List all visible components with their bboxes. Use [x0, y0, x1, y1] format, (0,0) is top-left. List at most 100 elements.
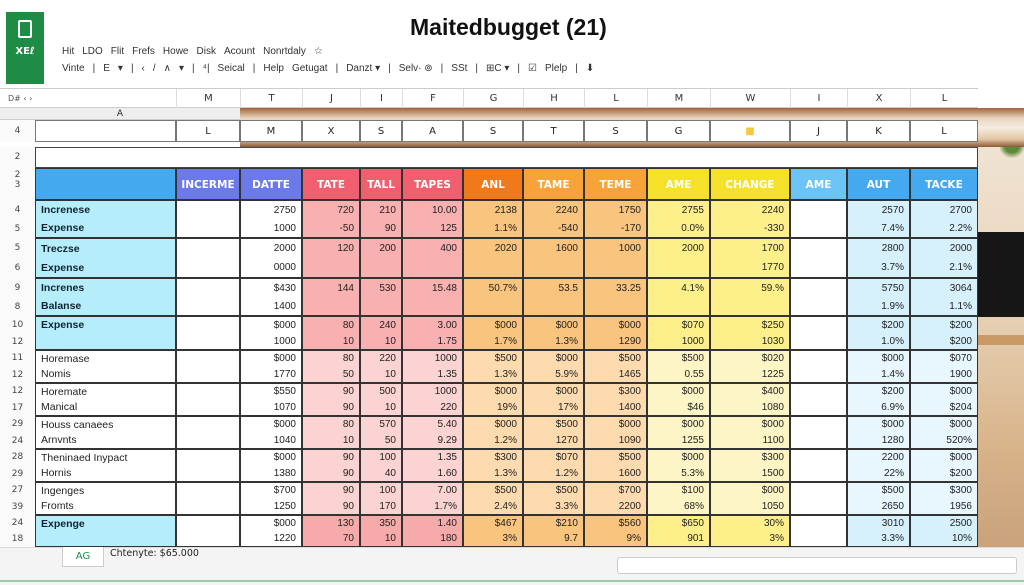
data-cell[interactable]: 1000 1.35: [402, 350, 463, 383]
row-number-pair[interactable]: 12 17: [0, 383, 35, 416]
data-cell[interactable]: 33.25: [584, 278, 647, 316]
data-cell[interactable]: 80 10: [302, 316, 360, 350]
data-cell[interactable]: 720 -50: [302, 200, 360, 238]
row-label-cell[interactable]: Treczse Expense: [35, 238, 176, 278]
cell[interactable]: ■: [710, 120, 790, 142]
row-number[interactable]: 29: [11, 419, 24, 430]
column-letter[interactable]: G: [463, 89, 523, 108]
data-cell[interactable]: 2138 1.1%: [463, 200, 523, 238]
toolbar-item[interactable]: Selv· ⊚: [398, 63, 433, 74]
row-number-pair[interactable]: 27 39: [0, 482, 35, 515]
data-cell[interactable]: [176, 350, 240, 383]
toolbar-item[interactable]: |: [335, 63, 339, 74]
menu-item[interactable]: Hit: [62, 46, 75, 57]
row-label-cell[interactable]: Theninaed Inypact Hornis: [35, 449, 176, 482]
data-cell[interactable]: $000 1.3%: [523, 316, 584, 350]
data-cell[interactable]: 350 10: [360, 515, 402, 547]
toolbar-item[interactable]: ⬇: [585, 63, 595, 74]
data-cell[interactable]: [790, 383, 847, 416]
row-number-pair[interactable]: 11 12: [0, 350, 35, 383]
column-header[interactable]: CHANGE: [710, 168, 790, 200]
row-number[interactable]: 12: [11, 386, 24, 397]
data-cell[interactable]: $000 1090: [584, 416, 647, 449]
row-number[interactable]: 2 3: [0, 168, 35, 200]
data-cell[interactable]: 2240 -330: [710, 200, 790, 238]
toolbar-item[interactable]: |: [130, 63, 134, 74]
data-cell[interactable]: $000 1.7%: [463, 316, 523, 350]
menu-item[interactable]: Disk: [196, 46, 216, 57]
data-cell[interactable]: 1.40 180: [402, 515, 463, 547]
data-cell[interactable]: $000 1220: [240, 515, 302, 547]
data-cell[interactable]: $200 $200: [910, 316, 978, 350]
row-number[interactable]: 18: [11, 534, 24, 544]
data-cell[interactable]: $000 $200: [910, 449, 978, 482]
data-cell[interactable]: $550 1070: [240, 383, 302, 416]
column-header[interactable]: [35, 168, 176, 200]
data-cell[interactable]: $300 1.3%: [463, 449, 523, 482]
data-cell[interactable]: $100 68%: [647, 482, 710, 515]
data-cell[interactable]: 2700 2.2%: [910, 200, 978, 238]
data-cell[interactable]: 100 40: [360, 449, 402, 482]
data-cell[interactable]: $000 $46: [647, 383, 710, 416]
data-cell[interactable]: [176, 200, 240, 238]
column-header[interactable]: TAPES: [402, 168, 463, 200]
cell[interactable]: M: [240, 120, 302, 142]
toolbar-item[interactable]: Getugat: [291, 63, 328, 74]
data-cell[interactable]: $000 1380: [240, 449, 302, 482]
row-number[interactable]: 4: [0, 120, 35, 142]
toolbar-item[interactable]: |: [517, 63, 521, 74]
cell[interactable]: T: [523, 120, 584, 142]
data-cell[interactable]: 1.35 1.60: [402, 449, 463, 482]
data-cell[interactable]: $300 1500: [710, 449, 790, 482]
data-cell[interactable]: 570 50: [360, 416, 402, 449]
menu-item[interactable]: ☆: [313, 46, 323, 57]
data-cell[interactable]: [176, 238, 240, 278]
column-header[interactable]: AME: [790, 168, 847, 200]
cell[interactable]: S: [360, 120, 402, 142]
data-cell[interactable]: 2500 10%: [910, 515, 978, 547]
data-cell[interactable]: $467 3%: [463, 515, 523, 547]
toolbar-item[interactable]: |: [192, 63, 195, 74]
data-cell[interactable]: [790, 278, 847, 316]
data-cell[interactable]: 4.1%: [647, 278, 710, 316]
column-a-header[interactable]: A: [0, 108, 240, 120]
menu-item[interactable]: Howe: [162, 46, 189, 57]
data-cell[interactable]: 2020: [463, 238, 523, 278]
data-cell[interactable]: 30% 3%: [710, 515, 790, 547]
column-letter[interactable]: J: [302, 89, 360, 108]
data-cell[interactable]: [176, 482, 240, 515]
column-letter[interactable]: H: [523, 89, 584, 108]
toolbar-item[interactable]: |: [575, 63, 578, 74]
row-number[interactable]: 4: [14, 204, 21, 215]
data-cell[interactable]: 80 10: [302, 416, 360, 449]
data-cell[interactable]: $400 1080: [710, 383, 790, 416]
row-number[interactable]: 27: [11, 485, 24, 496]
column-letter[interactable]: M: [647, 89, 710, 108]
data-cell[interactable]: $000 1770: [240, 350, 302, 383]
row-number-pair[interactable]: 29 24: [0, 416, 35, 449]
app-logo[interactable]: XEℓ: [6, 12, 44, 84]
data-cell[interactable]: $000 $204: [910, 383, 978, 416]
data-cell[interactable]: [790, 416, 847, 449]
cell[interactable]: L: [910, 120, 978, 142]
data-cell[interactable]: [790, 515, 847, 547]
data-cell[interactable]: 5750 1.9%: [847, 278, 910, 316]
column-header[interactable]: TATE: [302, 168, 360, 200]
data-cell[interactable]: $000 1040: [240, 416, 302, 449]
data-cell[interactable]: $700 2200: [584, 482, 647, 515]
toolbar-item[interactable]: |: [92, 63, 96, 74]
column-letter[interactable]: X: [847, 89, 910, 108]
toolbar-item[interactable]: Danzt ▾: [346, 63, 381, 74]
data-cell[interactable]: 50.7%: [463, 278, 523, 316]
data-cell[interactable]: 3064 1.1%: [910, 278, 978, 316]
cell[interactable]: K: [847, 120, 910, 142]
row-number[interactable]: 12: [11, 369, 24, 380]
data-cell[interactable]: 530: [360, 278, 402, 316]
toolbar-item[interactable]: ▾: [179, 63, 185, 74]
toolbar-item[interactable]: |: [440, 63, 444, 74]
menu-item[interactable]: Frefs: [132, 46, 155, 57]
column-letter[interactable]: I: [360, 89, 402, 108]
data-cell[interactable]: $000 5.3%: [647, 449, 710, 482]
data-cell[interactable]: $300 1956: [910, 482, 978, 515]
data-cell[interactable]: 1700 1770: [710, 238, 790, 278]
